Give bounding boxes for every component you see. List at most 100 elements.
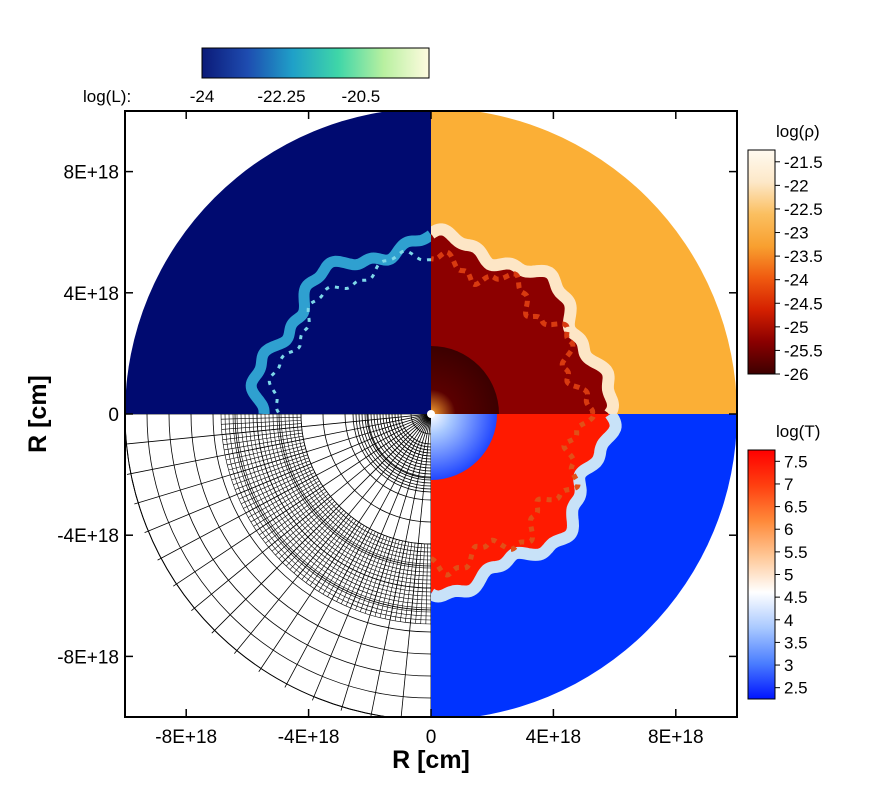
grid-spoke-refined <box>379 540 400 618</box>
grid-spoke-refined <box>223 432 303 446</box>
colorbar-tick-label: 6.5 <box>784 498 808 517</box>
grid-spoke-refined <box>278 503 338 560</box>
grid-spoke-refined <box>256 485 324 531</box>
quadrant-temperature <box>431 414 737 717</box>
grid-spoke-refined <box>238 466 313 500</box>
grid-spoke-refined <box>229 451 307 476</box>
colorbar-density: log(ρ) -21.5 -22 -22.5 -23 -23.5 -24 -24.5 -25 -… <box>747 122 823 384</box>
grid-spoke-refined <box>243 472 316 509</box>
colorbar-tick-label: -25.5 <box>784 341 823 360</box>
grid-spoke-refined <box>394 542 410 621</box>
grid-spoke-refined <box>399 542 413 622</box>
colorbar-density-bar <box>747 149 776 375</box>
grid-spoke-refined <box>404 542 416 623</box>
x-axis-label: R [cm] <box>392 746 470 774</box>
colorbar-tick-label: -22 <box>784 176 809 195</box>
x-tick-label: -4E+18 <box>278 727 340 748</box>
colorbar-tick-label: -23.5 <box>784 247 823 266</box>
grid-spoke-refined <box>293 512 347 574</box>
quadrant-density <box>431 111 737 414</box>
colorbar-tick-label: -26 <box>784 365 809 384</box>
quadrant-grid <box>125 414 431 717</box>
grid-spoke-refined <box>410 543 419 624</box>
colorbar-luminosity-bar <box>201 47 430 79</box>
grid-spoke-refined <box>364 537 391 614</box>
grid-spoke-refined <box>318 523 362 592</box>
grid-spoke-refined <box>245 475 317 514</box>
grid-spoke-refined <box>425 543 429 624</box>
density-core <box>431 346 499 414</box>
y-tick-label: 8E+18 <box>64 163 119 184</box>
grid-spoke-refined <box>275 501 335 556</box>
grid-spoke-refined <box>259 488 325 536</box>
colorbar-tick-label: 7 <box>784 475 793 494</box>
grid-spoke-refined <box>221 420 302 425</box>
colorbar-tick-label: -24.5 <box>784 294 823 313</box>
y-axis-label: R [cm] <box>24 375 52 453</box>
colorbar-tick-label: 5 <box>784 566 793 585</box>
colorbar-tick-label: 4 <box>784 611 793 630</box>
x-axis: -8E+18 -4E+18 0 4E+18 8E+18 <box>155 111 704 748</box>
colorbar-density-title: log(ρ) <box>776 122 820 141</box>
colorbar-temperature: log(T) 7.5 7 6.5 6 5.5 5 4.5 4 3.5 3 2.5 <box>747 422 820 700</box>
y-tick-label: 4E+18 <box>64 284 119 305</box>
grid-spoke-refined <box>250 480 320 523</box>
grid-spoke-refined <box>282 505 340 563</box>
y-axis: 8E+18 4E+18 0 -4E+18 -8E+18 <box>57 163 737 668</box>
grid-spoke-refined <box>340 531 376 604</box>
grid-spoke-refined <box>227 445 305 466</box>
grid-spoke-refined <box>268 496 331 548</box>
grid-spoke-refined <box>226 442 305 461</box>
colorbar-luminosity-tick: -24 <box>190 87 215 106</box>
grid-spoke-refined <box>389 541 406 621</box>
grid-spoke-refined <box>221 416 302 420</box>
grid-spoke-refined <box>241 469 314 505</box>
grid-spoke-refined <box>253 483 322 527</box>
colorbar-tick-label: -22.5 <box>784 200 823 219</box>
grid-spoke-refined <box>285 507 342 567</box>
quadrant-luminosity <box>125 111 431 414</box>
x-tick-label: 4E+18 <box>526 727 581 748</box>
grid-spoke-refined <box>262 491 327 540</box>
colorbar-temperature-title: log(T) <box>776 422 820 441</box>
colorbar-tick-label: 5.5 <box>784 543 808 562</box>
grid-spoke-refined <box>305 518 354 583</box>
grid-spoke-refined <box>236 463 312 495</box>
grid-spoke-refined <box>221 423 302 430</box>
grid-spoke-refined <box>420 543 425 624</box>
grid-spoke-refined <box>224 435 303 451</box>
y-tick-label: -8E+18 <box>57 647 119 668</box>
grid-spoke-refined <box>231 454 308 481</box>
colorbar-luminosity-tick: -22.25 <box>257 87 305 106</box>
grid-spoke-refined <box>309 520 357 586</box>
grid-spoke-refined <box>248 477 319 518</box>
colorbar-tick-label: -25 <box>784 318 809 337</box>
colorbar-tick-label: -24 <box>784 271 809 290</box>
grid-spoke-refined <box>234 460 310 490</box>
colorbar-tick-label: -21.5 <box>784 153 823 172</box>
origin-marker <box>427 410 435 418</box>
colorbar-tick-label: 3.5 <box>784 633 808 652</box>
grid-spoke-refined <box>314 521 360 589</box>
grid-spoke-refined <box>350 533 382 609</box>
grid-spoke-refined <box>345 532 379 607</box>
grid-spoke-refined <box>355 535 385 611</box>
colorbar-tick-label: 2.5 <box>784 679 808 698</box>
grid-spoke-refined <box>221 426 302 435</box>
grid-spoke-refined <box>415 543 422 624</box>
x-tick-label: 8E+18 <box>648 727 703 748</box>
y-tick-label: -4E+18 <box>57 526 119 547</box>
grid-spoke-refined <box>289 510 344 570</box>
grid-spoke-refined <box>271 498 333 552</box>
grid-spoke-refined <box>327 526 368 597</box>
x-tick-label: 0 <box>426 727 437 748</box>
grid-spoke-refined <box>322 525 365 595</box>
grid-spoke-refined <box>224 439 304 456</box>
grid-spoke-refined <box>265 493 329 544</box>
colorbar-luminosity-tick: -20.5 <box>342 87 381 106</box>
temperature-core <box>431 414 497 480</box>
colorbar-luminosity-title: log(L): <box>83 87 131 106</box>
colorbar-tick-label: -23 <box>784 224 809 243</box>
grid-spoke-refined <box>228 448 306 471</box>
